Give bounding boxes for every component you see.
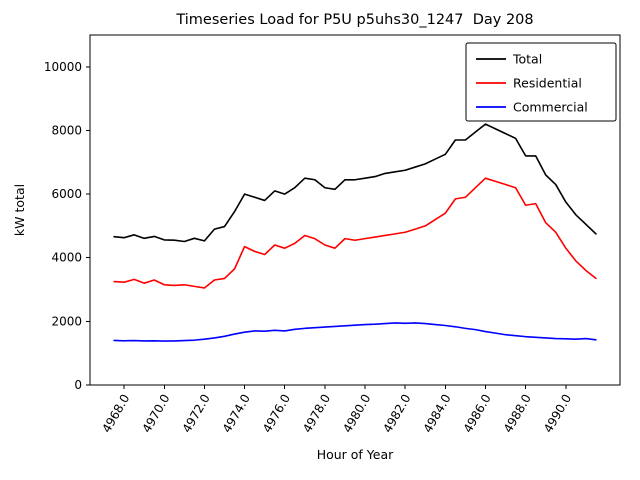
legend: Total Residential Commercial	[465, 42, 617, 122]
chart-title: Timeseries Load for P5U p5uhs30_1247 Day…	[175, 12, 533, 28]
legend-label-commercial: Commercial	[513, 100, 588, 115]
legend-item-total: Total	[476, 52, 542, 67]
series-line-residential	[113, 177, 597, 289]
legend-frame	[465, 42, 617, 122]
series-line-total	[113, 123, 597, 243]
axes-frame	[89, 34, 621, 386]
y-axis-label: kW total	[12, 184, 27, 236]
y-tick-label: 4000	[51, 251, 82, 265]
y-tick-label: 0	[74, 378, 82, 392]
x-axis-label: Hour of Year	[317, 447, 394, 462]
series-line-commercial	[113, 322, 597, 342]
legend-item-commercial: Commercial	[476, 100, 588, 115]
y-tick-label: 8000	[51, 123, 82, 137]
legend-label-residential: Residential	[513, 76, 582, 91]
legend-label-total: Total	[512, 52, 542, 67]
y-tick-label: 10000	[44, 60, 82, 74]
y-tick-label: 6000	[51, 187, 82, 201]
legend-item-residential: Residential	[476, 76, 582, 91]
y-tick-label: 2000	[51, 314, 82, 328]
